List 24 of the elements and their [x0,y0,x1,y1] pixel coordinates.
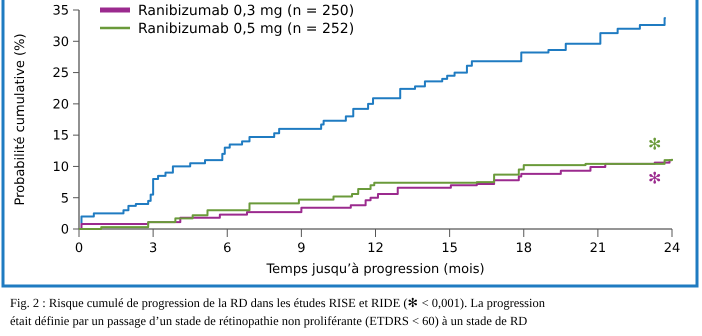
x-tick-label: 18 [515,241,532,256]
y-tick-label: 0 [60,222,69,238]
legend-label: Ranibizumab 0,3 mg (n = 250) [138,2,354,19]
x-tick-label: 12 [367,241,384,256]
y-tick-label: 35 [52,4,69,19]
y-tick-label: 15 [52,128,69,144]
y-axis-title: Probabilité cumulative (%) [13,33,28,206]
legend-label: Ranibizumab 0,5 mg (n = 252) [138,20,354,37]
y-tick-label: 10 [52,160,69,175]
y-tick-label: 25 [52,66,69,82]
y-tick-label: 20 [52,97,69,112]
x-tick-label: 6 [223,241,232,256]
y-tick-label: 30 [52,34,69,50]
x-tick-label: 21 [590,241,606,256]
x-tick-label: 9 [297,241,306,256]
caption: Fig. 2 : Risque cumulé de progression de la RD dans les études RISE et RIDE (✻ < 0,001). La progression était définie par un passage d’un stade de rétinopathie non proliférante (ETDRS < 60) à un stade de RD [10,296,546,328]
annotation: ✻ [648,134,662,154]
x-tick-label: 15 [441,241,458,256]
x-tick-label: 3 [148,241,158,256]
x-axis-title: Temps jusqu’à progression (mois) [265,262,485,277]
x-tick-label: 0 [74,241,84,256]
annotation: ✻ [648,168,662,188]
y-tick-label: 5 [60,191,69,206]
x-tick-label: 24 [664,241,680,256]
